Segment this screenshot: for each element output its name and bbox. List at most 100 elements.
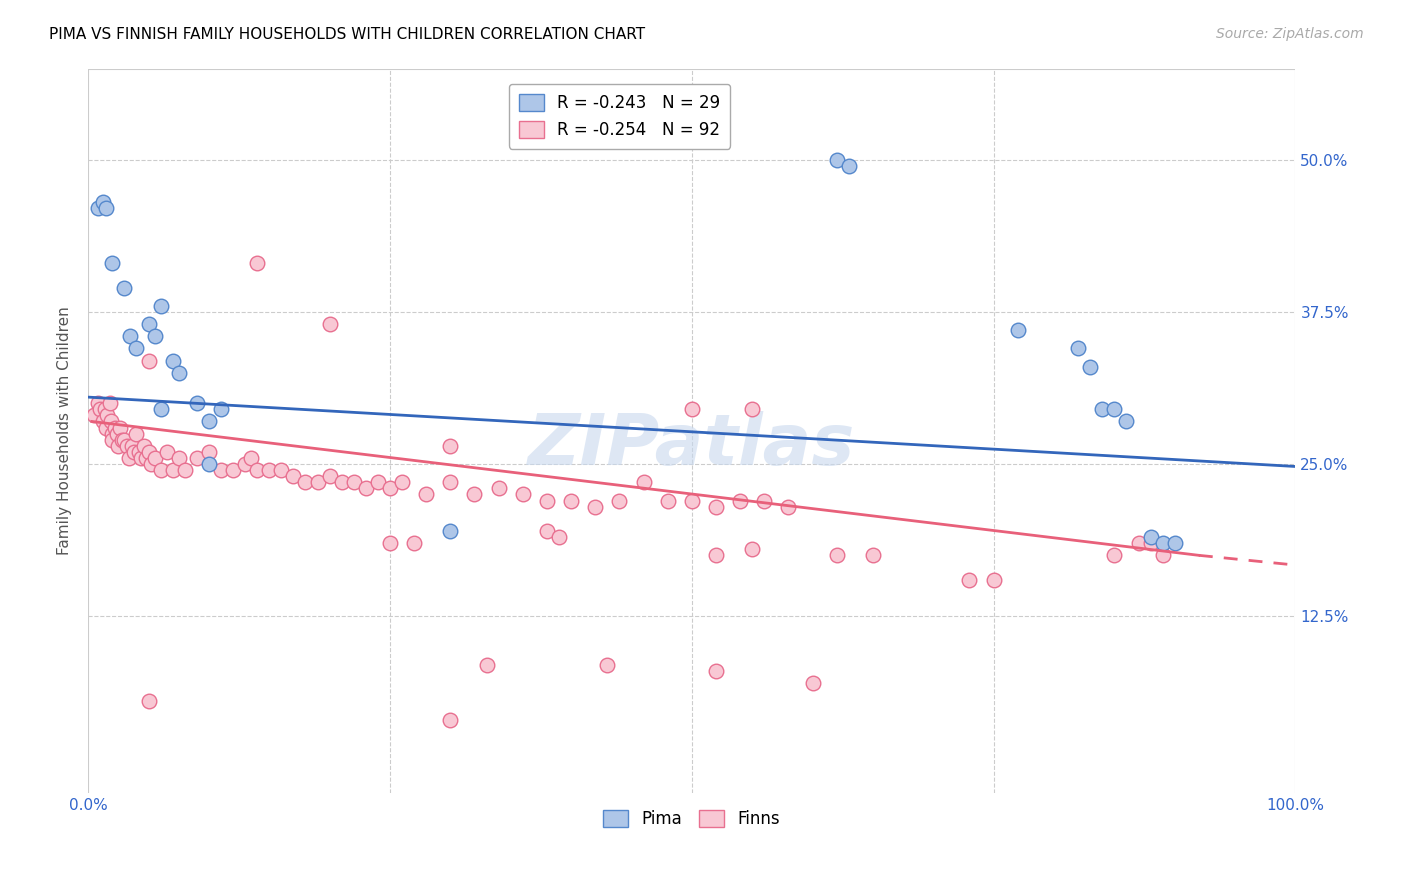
Point — [96, 202, 118, 216]
Point — [149, 299, 172, 313]
Point — [173, 463, 195, 477]
Point — [657, 493, 679, 508]
Point — [778, 500, 800, 514]
Point — [83, 409, 105, 423]
Point — [96, 420, 118, 434]
Point — [1104, 402, 1126, 417]
Point — [105, 426, 128, 441]
Point — [330, 475, 353, 490]
Legend: Pima, Finns: Pima, Finns — [596, 804, 787, 835]
Point — [596, 657, 619, 672]
Point — [198, 414, 221, 428]
Point — [121, 439, 143, 453]
Point — [101, 433, 124, 447]
Point — [257, 463, 280, 477]
Point — [741, 542, 763, 557]
Point — [959, 573, 981, 587]
Point — [96, 409, 118, 423]
Point — [704, 500, 727, 514]
Point — [270, 463, 292, 477]
Point — [1091, 402, 1114, 417]
Point — [209, 463, 232, 477]
Point — [439, 475, 461, 490]
Point — [138, 694, 160, 708]
Point — [609, 493, 631, 508]
Point — [283, 469, 305, 483]
Point — [1139, 536, 1161, 550]
Point — [143, 329, 166, 343]
Point — [862, 549, 884, 563]
Point — [100, 414, 122, 428]
Point — [222, 463, 245, 477]
Point — [198, 457, 221, 471]
Point — [825, 153, 848, 167]
Point — [138, 445, 160, 459]
Point — [233, 457, 256, 471]
Point — [149, 402, 172, 417]
Point — [1104, 549, 1126, 563]
Point — [186, 450, 208, 465]
Point — [512, 487, 534, 501]
Point — [439, 524, 461, 538]
Point — [112, 280, 135, 294]
Point — [1078, 359, 1101, 374]
Point — [101, 426, 124, 441]
Point — [415, 487, 437, 501]
Point — [391, 475, 413, 490]
Point — [463, 487, 485, 501]
Point — [354, 482, 377, 496]
Point — [439, 713, 461, 727]
Point — [318, 317, 340, 331]
Point — [404, 536, 426, 550]
Point — [378, 482, 401, 496]
Point — [1139, 530, 1161, 544]
Point — [115, 439, 138, 453]
Point — [801, 676, 824, 690]
Point — [125, 426, 148, 441]
Point — [91, 195, 114, 210]
Point — [139, 457, 162, 471]
Point — [536, 493, 558, 508]
Point — [1152, 536, 1174, 550]
Point — [704, 549, 727, 563]
Point — [120, 329, 142, 343]
Point — [209, 402, 232, 417]
Point — [186, 396, 208, 410]
Point — [488, 482, 510, 496]
Point — [1115, 414, 1137, 428]
Point — [167, 366, 190, 380]
Point — [307, 475, 329, 490]
Point — [162, 463, 184, 477]
Point — [704, 664, 727, 678]
Point — [101, 256, 124, 270]
Point — [111, 433, 134, 447]
Point — [825, 549, 848, 563]
Point — [1007, 323, 1029, 337]
Point — [583, 500, 606, 514]
Point — [143, 450, 166, 465]
Point — [246, 463, 269, 477]
Point — [318, 469, 340, 483]
Point — [125, 342, 148, 356]
Point — [198, 445, 221, 459]
Point — [132, 439, 155, 453]
Point — [294, 475, 316, 490]
Point — [138, 353, 160, 368]
Point — [91, 414, 114, 428]
Point — [983, 573, 1005, 587]
Point — [112, 433, 135, 447]
Point — [475, 657, 498, 672]
Point — [167, 450, 190, 465]
Point — [548, 530, 571, 544]
Point — [681, 493, 703, 508]
Point — [681, 402, 703, 417]
Y-axis label: Family Households with Children: Family Households with Children — [58, 306, 72, 555]
Point — [135, 450, 157, 465]
Point — [149, 463, 172, 477]
Point — [367, 475, 389, 490]
Point — [156, 445, 179, 459]
Point — [439, 439, 461, 453]
Point — [378, 536, 401, 550]
Point — [98, 396, 121, 410]
Point — [246, 256, 269, 270]
